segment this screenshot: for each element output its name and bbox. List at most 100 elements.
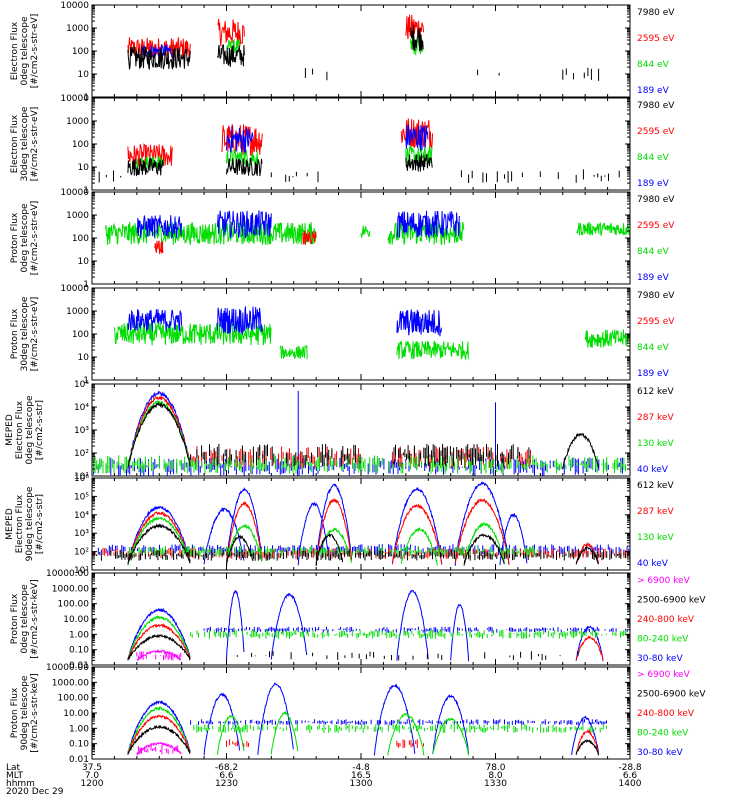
series-floor [396, 739, 424, 749]
y-tick-label: 1 [83, 93, 89, 103]
y-axis-label: 0deg telescope [20, 203, 30, 273]
series-pass [226, 590, 245, 661]
legend-entry: 2500-6900 keV [637, 690, 706, 700]
panel-data [113, 306, 630, 361]
series-pass [315, 483, 353, 566]
y-tick-label: 10000.00 [46, 569, 89, 579]
series-1 [226, 38, 424, 56]
series-floor [375, 626, 628, 633]
series-pass [562, 432, 600, 469]
series-pass [463, 522, 505, 565]
x-row-name: Lat [6, 763, 21, 773]
series-scatter [304, 67, 328, 81]
y-axis-label: [#/cm2-s-str-keV] [30, 579, 40, 658]
x-row-value: 1230 [215, 779, 238, 789]
x-row-value: 16.5 [351, 771, 371, 781]
series-floor [393, 443, 530, 467]
y-tick-label: 100 [72, 234, 89, 244]
series-line [217, 306, 263, 336]
legend-entry: 80-240 keV [637, 635, 689, 645]
y-axis-label: [#/cm2-s-str] [35, 400, 45, 460]
series-scatter [562, 67, 600, 81]
panel-data [92, 481, 630, 566]
series-pass [127, 523, 191, 564]
series-line [217, 18, 245, 47]
series-pass [396, 589, 429, 661]
series-pass [575, 729, 600, 755]
series-0 [127, 589, 628, 662]
y-tick-label: 1000 [66, 24, 89, 34]
y-axis-label: [#/cm2-s-str-eV] [30, 107, 40, 182]
series-pass [127, 622, 191, 661]
y-tick-label: 10³ [74, 426, 89, 436]
series-pass [226, 523, 263, 566]
panel-ted-p-0: 1 10 100 1000 10000 Proton Flux 0deg telescope… [10, 188, 675, 290]
x-row-value: 1330 [484, 779, 507, 789]
y-tick-label: 1 [83, 280, 89, 290]
y-axis-label: 0deg telescope [25, 395, 35, 465]
x-row-value: 7.0 [85, 771, 100, 781]
series-line [279, 344, 308, 360]
series-line [405, 124, 429, 151]
series-0 [93, 390, 623, 476]
y-tick-label: 10¹ [74, 472, 89, 482]
series-line [226, 126, 254, 154]
y-tick-label: 10⁴ [74, 403, 89, 413]
y-tick-label: 10¹ [74, 566, 89, 576]
y-tick-label: 1 [83, 376, 89, 386]
y-tick-label: 10.00 [63, 709, 89, 719]
series-pass [391, 503, 443, 565]
y-tick-label: 1000 [66, 117, 89, 127]
series-pass [315, 532, 344, 566]
legend-entry: 612 keV [637, 481, 674, 491]
y-tick-label: 1000.00 [52, 584, 89, 594]
x-row-value: 8.0 [488, 771, 503, 781]
legend-entry: 130 keV [637, 439, 674, 449]
x-row-name: hhmm [6, 779, 35, 789]
series-floor [96, 549, 626, 561]
legend-entry: 189 eV [637, 369, 670, 379]
panel-data [98, 118, 620, 183]
y-tick-label: 10² [74, 548, 89, 558]
y-axis-label: [#/cm2-s-str-keV] [30, 673, 40, 752]
series-2 [127, 714, 600, 755]
y-axis-label: 0deg telescope [20, 16, 30, 86]
y-tick-label: 10⁴ [74, 511, 89, 521]
legend-entry: 612 keV [637, 387, 674, 397]
y-tick-label: 100.00 [58, 600, 90, 610]
series-line [105, 220, 317, 246]
legend-entry: 7980 eV [637, 8, 675, 18]
panel-data [105, 210, 630, 255]
y-axis-label: [#/cm2-s-str-eV] [30, 201, 40, 276]
y-axis-label: Proton Flux [10, 308, 20, 359]
legend-entry: 2595 eV [637, 127, 675, 137]
legend-entry: 30-80 keV [637, 654, 683, 664]
series-line [226, 149, 259, 167]
series-pass [432, 693, 470, 755]
series-floor [136, 651, 182, 661]
y-tick-label: 10000 [60, 284, 89, 294]
x-row-value: -4.8 [352, 763, 370, 773]
series-0 [127, 682, 607, 756]
series-line [136, 215, 182, 240]
y-axis-label: Electron Flux [10, 114, 20, 173]
series-line [405, 153, 433, 172]
x-row-value: 1400 [619, 779, 642, 789]
series-0 [127, 14, 425, 61]
series-scatter [236, 651, 579, 661]
series-floor [190, 629, 630, 639]
series-scatter [98, 170, 122, 183]
y-tick-label: 1000 [66, 307, 89, 317]
series-pass [575, 546, 599, 565]
series-pass [270, 592, 308, 660]
y-axis-label: [#/cm2-s-str-eV] [30, 14, 40, 89]
y-tick-label: 1.00 [69, 630, 89, 640]
series-line [217, 210, 272, 239]
series-scatter [460, 169, 620, 183]
series-floor [190, 443, 361, 467]
legend-entry: 189 eV [637, 86, 670, 96]
panel-meped-e-0: 10¹ 10² 10³ 10⁴ 10⁵ MEPED Electron Flux 0deg te… [5, 380, 674, 482]
y-axis-label: 30deg telescope [20, 106, 30, 181]
y-tick-label: 10 [78, 257, 90, 267]
